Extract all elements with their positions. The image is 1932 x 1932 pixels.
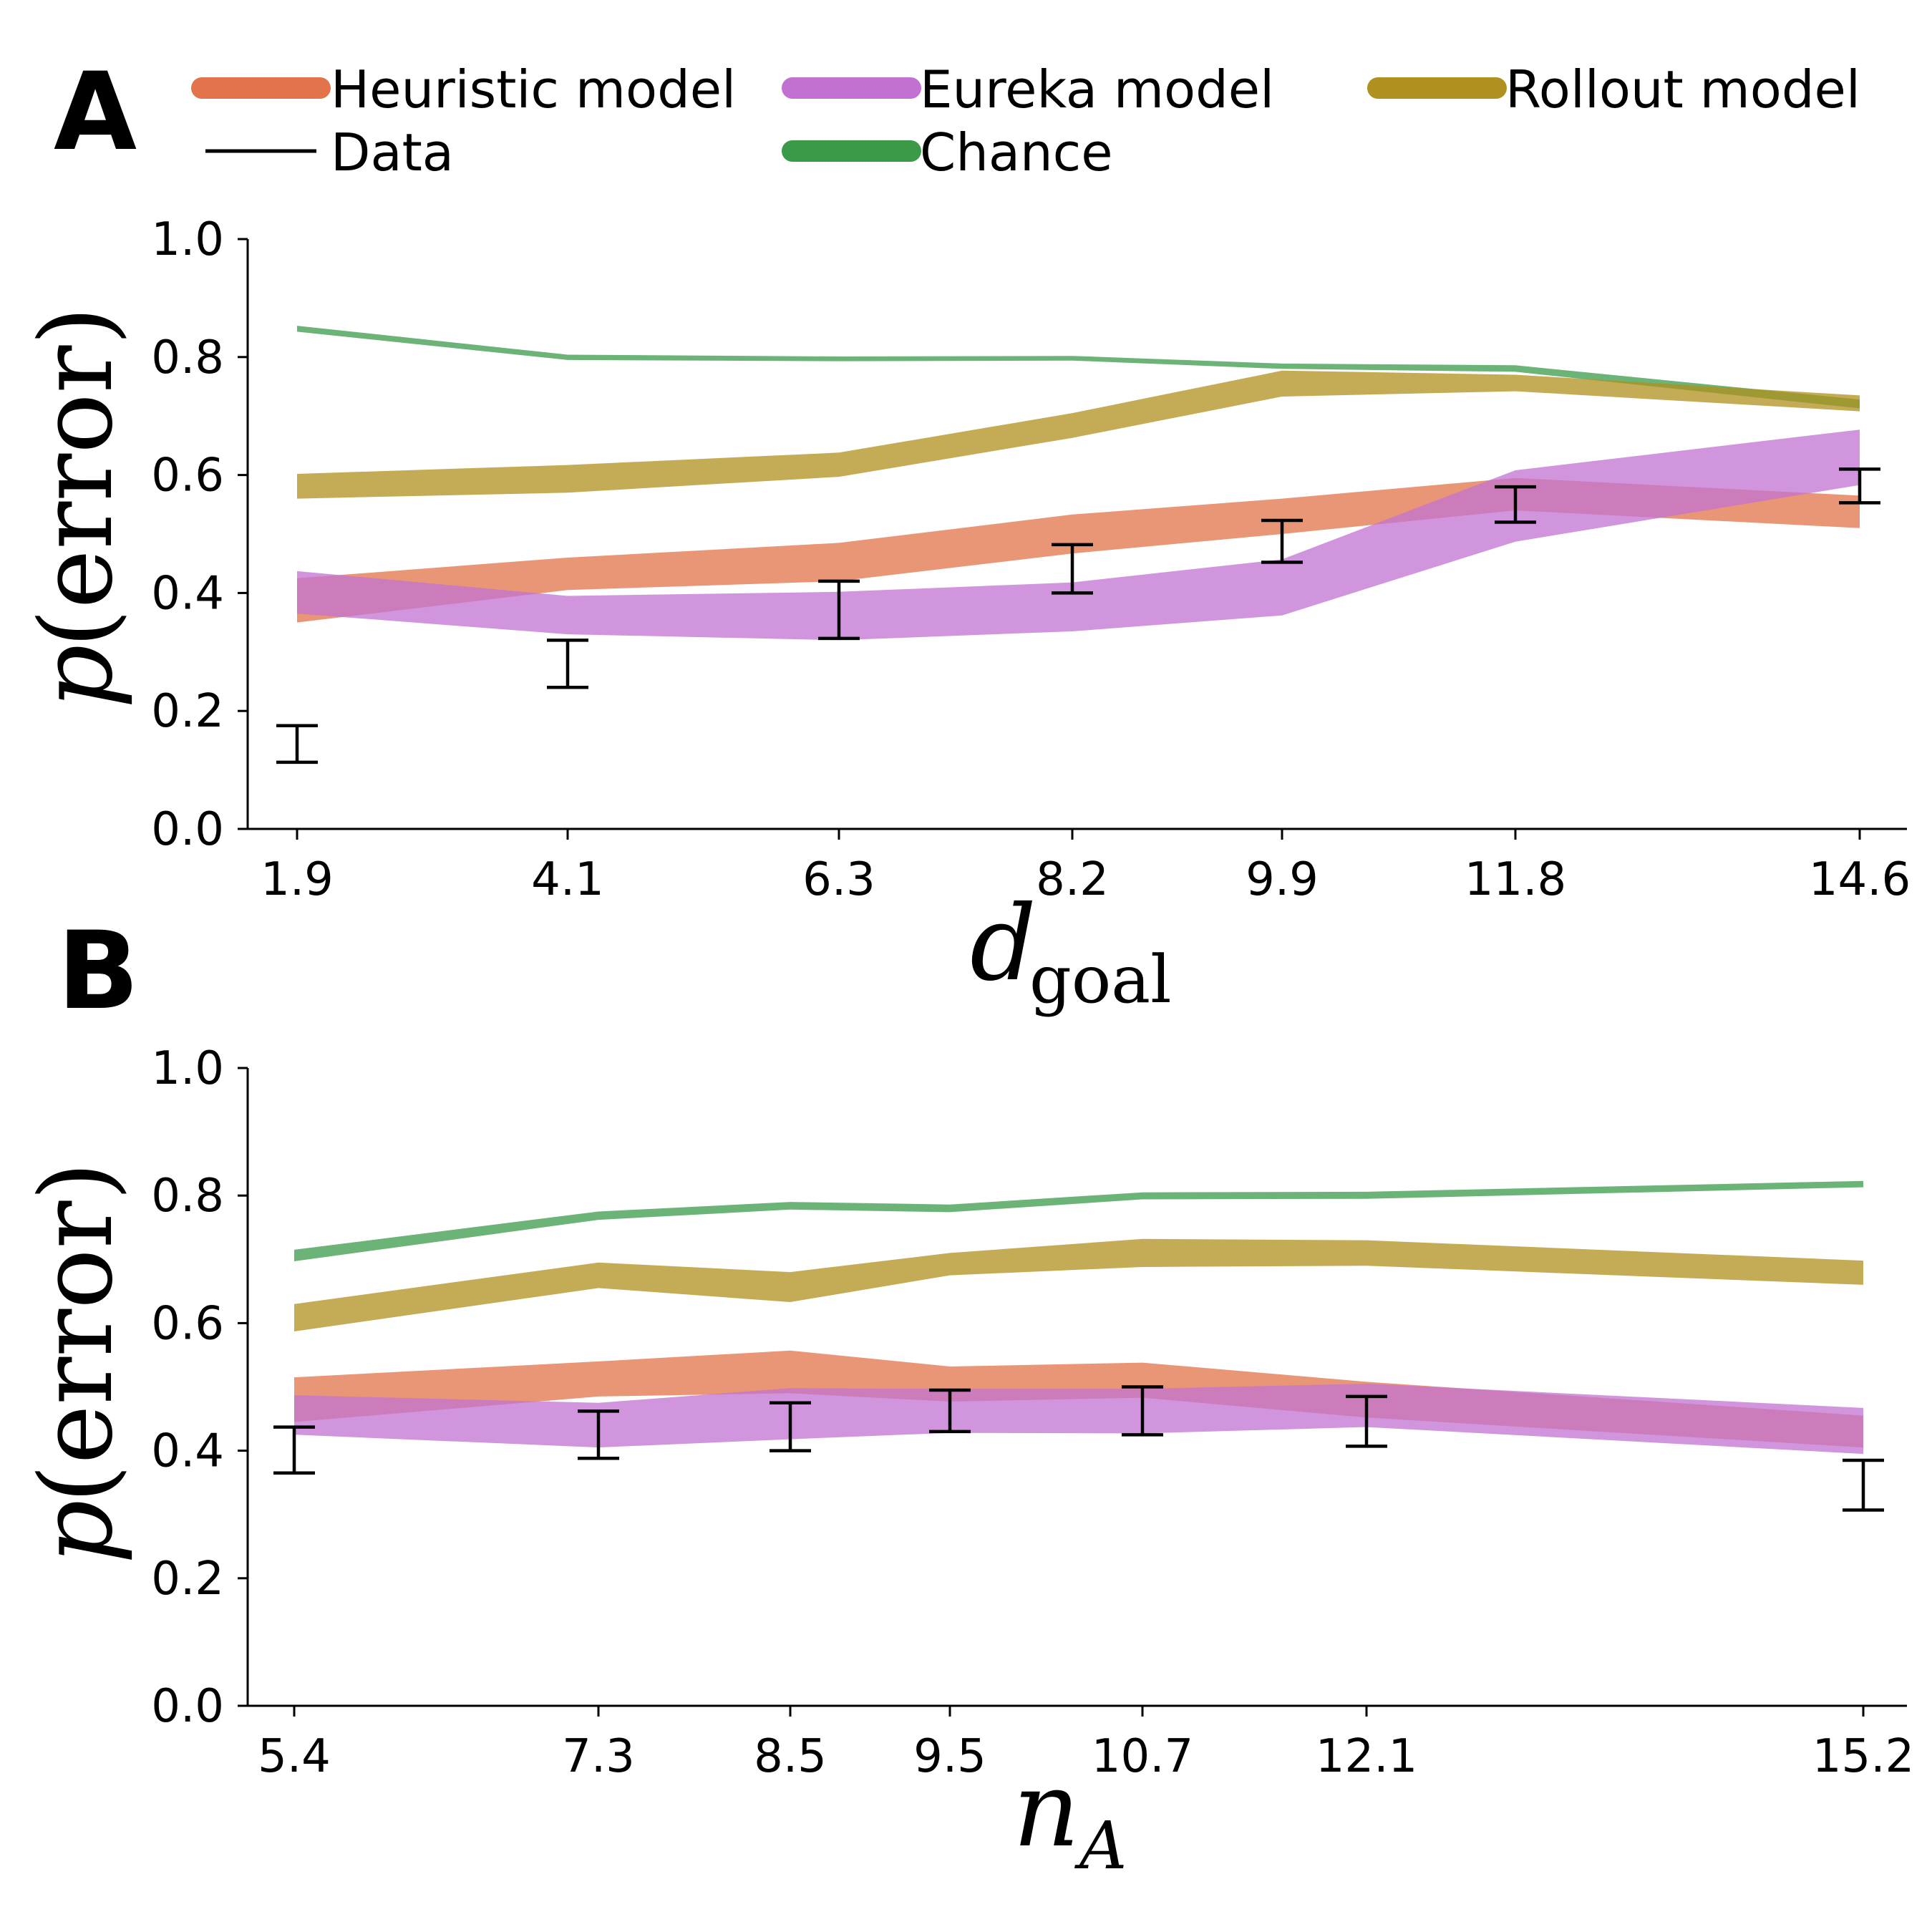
panel-a-x-tick-label: 1.9 [261,853,334,906]
legend-label-data: Data [331,122,454,183]
panel-b-data-errorbar [1843,1458,1884,1512]
panel-a-ylabel-p: p [19,644,135,709]
legend-label-rollout: Rollout model [1505,59,1860,120]
panel-b-y-tick-label: 0.2 [151,1553,224,1606]
panel-letter-a: A [54,50,137,175]
panel-a-data-errorbar [818,579,860,641]
legend: Heuristic model Eureka model Rollout mod… [191,59,1860,183]
legend-label-eureka: Eureka model [920,59,1274,120]
panel-b-x-tick-label: 7.3 [562,1730,635,1783]
panel-b-data-errorbar [929,1388,971,1434]
panel-a-y-tick-label: 1.0 [151,213,224,266]
panel-b-x-tick-label: 5.4 [258,1730,331,1783]
panel-a-x-tick-label: 6.3 [802,853,875,906]
panel-b-y-tick-label: 0.0 [151,1680,224,1733]
panel-b-x-tick-label: 9.5 [913,1730,986,1783]
panel-b-x-tick-label: 10.7 [1092,1730,1194,1783]
panel-a-x-tick-label: 9.9 [1246,853,1319,906]
panel-b-y-tick-label: 0.6 [151,1297,224,1350]
panel-a-data-errorbar [1261,518,1303,564]
panel-a-y-tick-label: 0.8 [151,331,224,384]
panel-b-y-tick-label: 0.4 [151,1425,224,1478]
panel-b-band-chance [294,1180,1863,1261]
panel-b-xlabel-main: n [1013,1749,1079,1870]
panel-b-x-tick-label: 8.5 [754,1730,827,1783]
legend-label-heuristic: Heuristic model [331,59,736,120]
panel-a-y-tick-label: 0.0 [151,803,224,856]
panel-b-x-tick-label: 12.1 [1316,1730,1418,1783]
panel-b-data-errorbar [578,1409,619,1460]
panel-a-y-tick-label: 0.6 [151,450,224,503]
panel-a-y-tick-label: 0.2 [151,685,224,738]
panel-b-data-errorbar [1346,1394,1387,1448]
panel-a-data-errorbar [1052,543,1093,595]
panel-b-ylabel-arg: (error) [19,1162,135,1503]
panel-a-x-tick-label: 14.6 [1809,853,1911,906]
panel-a-data-errorbar [547,639,588,689]
legend-label-chance: Chance [920,122,1113,183]
panel-b-data-errorbar [1122,1385,1163,1437]
panel-a-plot: 0.0 0.2 0.4 0.6 0.8 1.0 1.9 4.1 6.3 8.2 9.9 11.8 14.… [19,213,1911,1018]
panel-b-axes: 0.0 0.2 0.4 0.6 0.8 1.0 5.4 7.3 8.5 9.5 10.7 12.1 15… [151,1042,1914,1783]
panel-b-x-tick-label: 15.2 [1812,1730,1915,1783]
panel-b-plot: 0.0 0.2 0.4 0.6 0.8 1.0 5.4 7.3 8.5 9.5 10.7 12.1 15… [19,1042,1914,1884]
panel-letter-b: B [57,909,139,1034]
panel-b-data-errorbar [273,1425,315,1475]
panel-a-ylabel-arg: (error) [19,306,135,648]
panel-a-data-errorbar [276,724,318,764]
panel-b-ylabel-p: p [19,1500,135,1564]
panel-a-x-tick-label: 4.1 [531,853,604,906]
panel-a-band-rollout-model [297,370,1860,499]
panel-a-data-errorbar [1495,485,1536,524]
panel-b-series-layer [273,1180,1884,1512]
panel-a-x-tick-label: 11.8 [1465,853,1567,906]
panel-b-data-errorbar [770,1401,811,1452]
panel-b-band-rollout-model [294,1238,1863,1331]
panel-a-xlabel-sub: goal [1029,941,1172,1018]
panel-a-xlabel-main: d [970,883,1037,1004]
panel-b-y-tick-label: 1.0 [151,1042,224,1095]
panel-b-y-tick-label: 0.8 [151,1170,224,1223]
panel-a-band-eureka-model [297,429,1860,641]
panel-a-series-layer [276,326,1880,764]
panel-a-data-errorbar [1839,467,1880,505]
panel-b-xlabel-sub: A [1074,1807,1127,1884]
panel-b-band-eureka-model [294,1384,1863,1455]
panel-a-axes: 0.0 0.2 0.4 0.6 0.8 1.0 1.9 4.1 6.3 8.2 9.9 11.8 14.… [151,213,1911,906]
panel-a-y-tick-label: 0.4 [151,567,224,620]
panel-a-x-tick-label: 8.2 [1036,853,1109,906]
